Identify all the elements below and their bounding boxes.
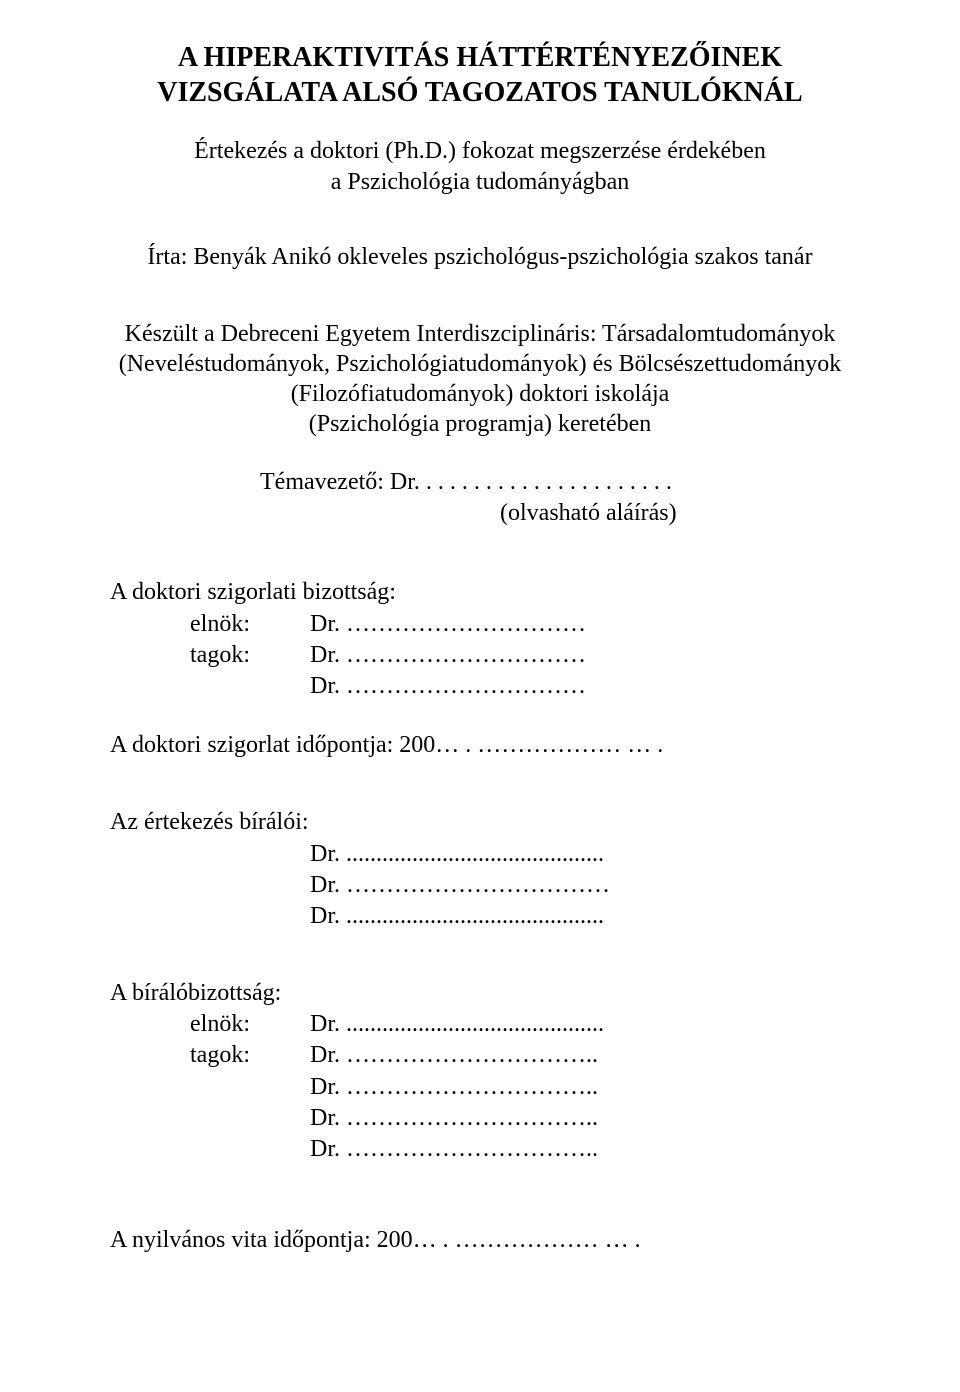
review-committee: elnök: Dr. .............................… (190, 1009, 850, 1165)
exam-committee-heading: A doktori szigorlati bizottság: (110, 577, 850, 608)
review-committee-heading: A bírálóbizottság: (110, 978, 850, 1009)
context-line: (Filozófiatudományok) doktori iskolája (110, 379, 850, 409)
context-block: Készült a Debreceni Egyetem Interdiszcip… (110, 319, 850, 439)
review-blank-label (190, 1134, 310, 1165)
review-members-label: tagok: (190, 1040, 310, 1071)
review-blank-label (190, 1072, 310, 1103)
review-member-row: Dr. ………………………….. (190, 1072, 850, 1103)
exam-date-line: A doktori szigorlat időpontja: 200… . ……… (110, 730, 850, 761)
review-chair-value: Dr. ....................................… (310, 1009, 850, 1040)
reviewers-list: Dr. ....................................… (310, 839, 850, 933)
review-member-value: Dr. ………………………….. (310, 1103, 850, 1134)
review-member-row: tagok: Dr. ………………………….. (190, 1040, 850, 1071)
committee-member-value: Dr. ………………………… (310, 671, 850, 702)
committee-chair-value: Dr. ………………………… (310, 609, 850, 640)
committee-blank-label (190, 671, 310, 702)
review-chair-row: elnök: Dr. .............................… (190, 1009, 850, 1040)
reviewer-line: Dr. ....................................… (310, 901, 850, 932)
subtitle-line2: a Pszichológia tudományágban (110, 169, 850, 196)
review-member-value: Dr. ………………………….. (310, 1040, 850, 1071)
review-chair-label: elnök: (190, 1009, 310, 1040)
review-member-row: Dr. ………………………….. (190, 1103, 850, 1134)
defense-date-line: A nyilvános vita időpontja: 200… . ……………… (110, 1225, 850, 1256)
document-title: A HIPERAKTIVITÁS HÁTTÉRTÉNYEZŐINEK VIZSG… (110, 40, 850, 110)
exam-committee: elnök: Dr. ………………………… tagok: Dr. …………………… (190, 609, 850, 703)
advisor-line: Témavezető: Dr. . . . . . . . . . . . . … (260, 467, 850, 498)
review-member-value: Dr. ………………………….. (310, 1072, 850, 1103)
context-line: (Neveléstudományok, Pszichológiatudomány… (110, 349, 850, 379)
committee-member-row: Dr. ………………………… (190, 671, 850, 702)
page: A HIPERAKTIVITÁS HÁTTÉRTÉNYEZŐINEK VIZSG… (0, 0, 960, 1392)
context-line: (Pszichológia programja) keretében (110, 409, 850, 439)
review-blank-label (190, 1103, 310, 1134)
reviewers-heading: Az értekezés bírálói: (110, 807, 850, 838)
reviewer-line: Dr. ....................................… (310, 839, 850, 870)
reviewer-line: Dr. …………………………… (310, 870, 850, 901)
subtitle-line1: Értekezés a doktori (Ph.D.) fokozat megs… (110, 138, 850, 165)
author-line: Írta: Benyák Anikó okleveles pszichológu… (110, 244, 850, 271)
advisor-block: Témavezető: Dr. . . . . . . . . . . . . … (260, 467, 850, 529)
committee-chair-label: elnök: (190, 609, 310, 640)
committee-member-value: Dr. ………………………… (310, 640, 850, 671)
review-member-value: Dr. ………………………….. (310, 1134, 850, 1165)
committee-members-label: tagok: (190, 640, 310, 671)
context-line: Készült a Debreceni Egyetem Interdiszcip… (110, 319, 850, 349)
advisor-signature-label: (olvasható aláírás) (260, 498, 850, 529)
committee-member-row: tagok: Dr. ………………………… (190, 640, 850, 671)
review-member-row: Dr. ………………………….. (190, 1134, 850, 1165)
committee-chair-row: elnök: Dr. ………………………… (190, 609, 850, 640)
